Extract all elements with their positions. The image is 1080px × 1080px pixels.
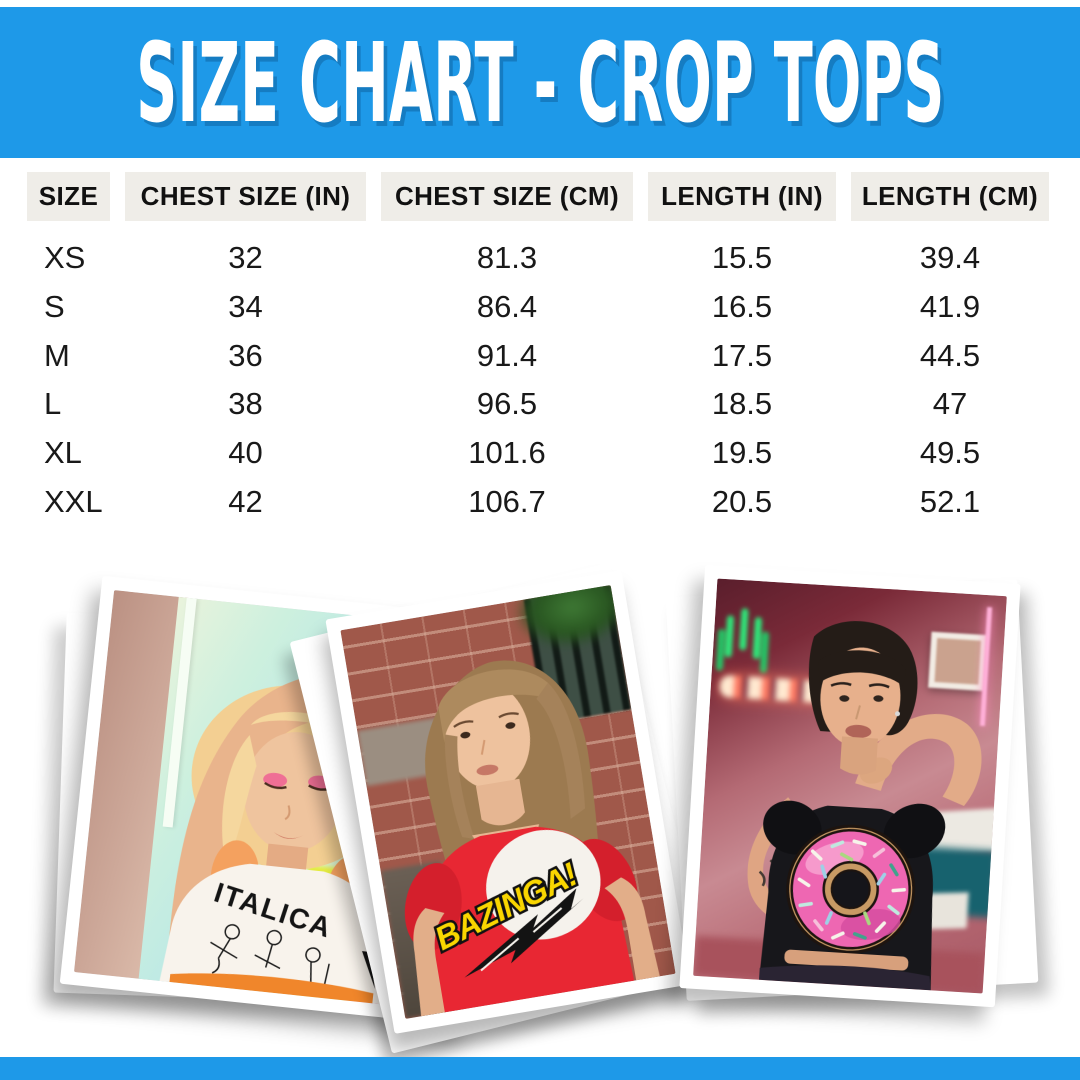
size-chart-table: SIZE CHEST SIZE (IN) CHEST SIZE (CM) LEN…	[27, 172, 1050, 526]
cell-chest-in: 42	[228, 483, 263, 519]
cell-chest-in: 36	[228, 337, 263, 373]
sprinkles	[797, 839, 907, 940]
cell-chest-cm: 91.4	[476, 337, 538, 373]
column-header-chest-in: CHEST SIZE (IN)	[125, 172, 366, 221]
cell-chest-in: 34	[228, 289, 263, 325]
page-title: SIZE CHART - CROP TOPS	[135, 18, 945, 147]
table-row: XS 32 81.3 15.5 39.4	[27, 234, 1050, 283]
cell-chest-in: 32	[228, 240, 263, 276]
cell-chest-cm: 96.5	[476, 386, 538, 422]
cell-length-cm: 52.1	[919, 483, 981, 519]
column-header-size: SIZE	[27, 172, 110, 221]
photo-black-crop-top	[679, 564, 1021, 1008]
cell-length-cm: 47	[932, 386, 968, 422]
cell-length-in: 17.5	[711, 337, 773, 373]
table-header-row: SIZE CHEST SIZE (IN) CHEST SIZE (CM) LEN…	[27, 172, 1050, 221]
column-header-chest-cm: CHEST SIZE (CM)	[381, 172, 633, 221]
table-body: XS 32 81.3 15.5 39.4 S 34 86.4 16.5 41.9…	[27, 234, 1050, 526]
table-row: XL 40 101.6 19.5 49.5	[27, 429, 1050, 478]
cell-length-in: 20.5	[711, 483, 773, 519]
cell-length-in: 19.5	[711, 435, 773, 471]
table-row: XXL 42 106.7 20.5 52.1	[27, 477, 1050, 526]
cell-chest-in: 40	[228, 435, 263, 471]
cell-chest-cm: 86.4	[476, 289, 538, 325]
cell-length-cm: 44.5	[919, 337, 981, 373]
donut-graphic	[786, 824, 916, 954]
cell-chest-cm: 106.7	[468, 483, 546, 519]
table-row: S 34 86.4 16.5 41.9	[27, 283, 1050, 332]
title-banner: SIZE CHART - CROP TOPS	[0, 7, 1080, 158]
cell-size: XXL	[44, 483, 103, 519]
cell-chest-cm: 101.6	[468, 435, 546, 471]
cell-size: XL	[44, 435, 82, 471]
column-header-length-in: LENGTH (IN)	[648, 172, 836, 221]
lightning-bolt-icon	[464, 888, 584, 978]
cell-size: L	[44, 386, 62, 422]
table-row: L 38 96.5 18.5 47	[27, 380, 1050, 429]
model-brunette-illustration: BAZINGA!	[404, 660, 660, 1017]
footer-accent-bar	[0, 1057, 1080, 1080]
cell-size: M	[44, 337, 70, 373]
cell-chest-cm: 81.3	[476, 240, 538, 276]
cell-length-in: 18.5	[711, 386, 773, 422]
column-header-length-cm: LENGTH (CM)	[851, 172, 1049, 221]
cell-size: S	[44, 289, 65, 325]
model-pixie-illustration	[747, 621, 982, 991]
cell-length-cm: 41.9	[919, 289, 981, 325]
photo-red-crop-top: BAZINGA!	[325, 570, 691, 1034]
cell-chest-in: 38	[228, 386, 263, 422]
cell-length-cm: 49.5	[919, 435, 981, 471]
cell-size: XS	[44, 240, 86, 276]
cell-length-in: 16.5	[711, 289, 773, 325]
table-row: M 36 91.4 17.5 44.5	[27, 331, 1050, 380]
cell-length-in: 15.5	[711, 240, 773, 276]
cell-length-cm: 39.4	[919, 240, 981, 276]
